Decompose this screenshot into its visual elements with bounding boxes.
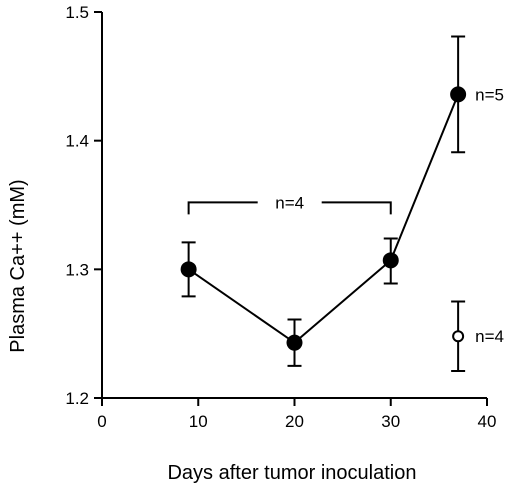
y-axis-label: Plasma Ca++ (mM) <box>7 179 29 352</box>
y-tick-label: 1.3 <box>65 260 89 279</box>
x-tick-label: 40 <box>478 412 497 431</box>
data-point <box>286 334 303 351</box>
axis-ticks: 1.2 1.3 1.4 1.5 0 10 20 30 40 <box>65 3 496 431</box>
y-tick-label: 1.2 <box>65 389 89 408</box>
series-line <box>188 93 460 344</box>
n-label: n=4 <box>475 327 504 346</box>
x-tick-label: 10 <box>189 412 208 431</box>
y-tick-label: 1.5 <box>65 3 89 22</box>
n-bracket-label: n=4 <box>275 193 304 212</box>
x-tick-label: 20 <box>285 412 304 431</box>
x-axis-label: Days after tumor inoculation <box>167 462 416 484</box>
data-point <box>180 261 197 278</box>
data-point <box>450 86 467 103</box>
y-tick-label: 1.4 <box>65 132 89 151</box>
n-label: n=5 <box>475 85 504 104</box>
data-series <box>180 35 467 372</box>
n-bracket <box>187 201 392 215</box>
open-data-point <box>452 330 465 343</box>
x-tick-label: 0 <box>97 412 106 431</box>
annotations: n=4 n=5 n=4 <box>187 85 504 346</box>
data-point <box>382 252 399 269</box>
x-tick-label: 30 <box>381 412 400 431</box>
